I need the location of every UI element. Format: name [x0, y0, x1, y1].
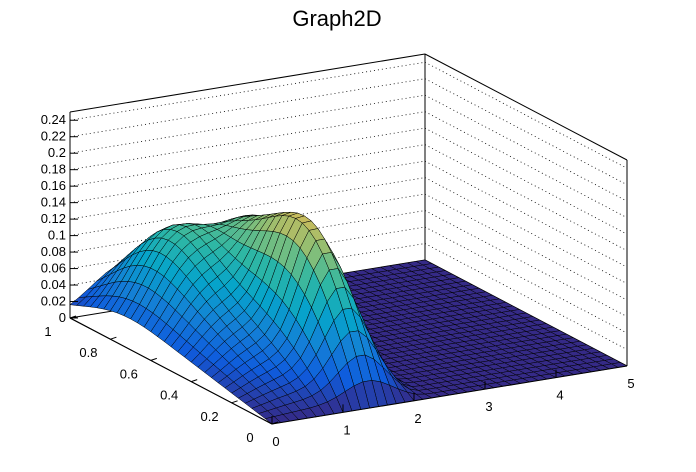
y-tick-mark	[191, 379, 198, 383]
wall-gridline	[424, 61, 628, 169]
wall-gridline	[424, 94, 628, 202]
y-tick-label: 0.6	[120, 366, 138, 381]
chart-title: Graph2D	[292, 6, 381, 31]
x-tick-label: 0	[272, 434, 279, 449]
wall-gridline	[424, 177, 628, 284]
z-axis-ticks: 00.020.040.060.080.10.120.140.160.180.20…	[41, 112, 78, 325]
surface-mesh	[69, 211, 628, 425]
x-tick-label: 1	[343, 422, 350, 437]
x-axis-ticks: 0 1 2 3 4 5	[271, 358, 635, 449]
wall-gridline	[69, 144, 426, 204]
wall-gridline	[69, 78, 426, 138]
y-axis-ticks: 0 0.2 0.4 0.6 0.8 1	[44, 315, 279, 445]
x-tick-label: 2	[414, 411, 421, 426]
y-tick-mark	[69, 315, 77, 319]
y-tick-label: 0.8	[79, 345, 97, 360]
y-tick-mark	[150, 357, 157, 361]
y-tick-mark	[271, 421, 279, 425]
z-tick-label: 0.22	[41, 129, 66, 144]
z-tick-label: 0.12	[41, 211, 66, 226]
box-edge	[69, 53, 426, 113]
y-tick-label: 0.2	[201, 409, 219, 424]
wall-gridline	[424, 144, 628, 251]
z-tick-label: 0.08	[41, 244, 66, 259]
z-tick-label: 0.18	[41, 162, 66, 177]
x-tick-label: 3	[485, 399, 492, 414]
wall-gridline	[69, 111, 426, 171]
axis-line-y	[69, 317, 273, 425]
y-tick-mark	[110, 336, 117, 340]
wall-gridline	[69, 94, 426, 154]
y-tick-label: 1	[44, 324, 51, 339]
y-tick-label: 0	[246, 430, 253, 445]
x-tick-label: 5	[627, 376, 634, 391]
z-tick-label: 0.16	[41, 178, 66, 193]
z-tick-label: 0.24	[41, 112, 66, 127]
z-tick-label: 0.1	[48, 228, 66, 243]
wall-gridline	[424, 78, 628, 186]
wall-gridline	[69, 160, 426, 220]
wall-gridline	[69, 61, 426, 121]
z-tick-label: 0.06	[41, 261, 66, 276]
wall-gridline	[69, 127, 426, 187]
y-tick-label: 0.4	[160, 388, 178, 403]
box-edge	[424, 53, 628, 161]
z-tick-label: 0	[59, 310, 66, 325]
z-tick-label: 0.04	[41, 277, 66, 292]
axis-line-x	[271, 365, 628, 425]
z-tick-label: 0.2	[48, 145, 66, 160]
wall-gridline	[424, 160, 628, 268]
wall-gridline	[424, 111, 628, 219]
z-tick-label: 0.14	[41, 195, 66, 210]
x-tick-label: 4	[556, 388, 563, 403]
y-tick-mark	[231, 400, 238, 404]
front-box-edges	[69, 112, 628, 425]
z-tick-label: 0.02	[41, 294, 66, 309]
